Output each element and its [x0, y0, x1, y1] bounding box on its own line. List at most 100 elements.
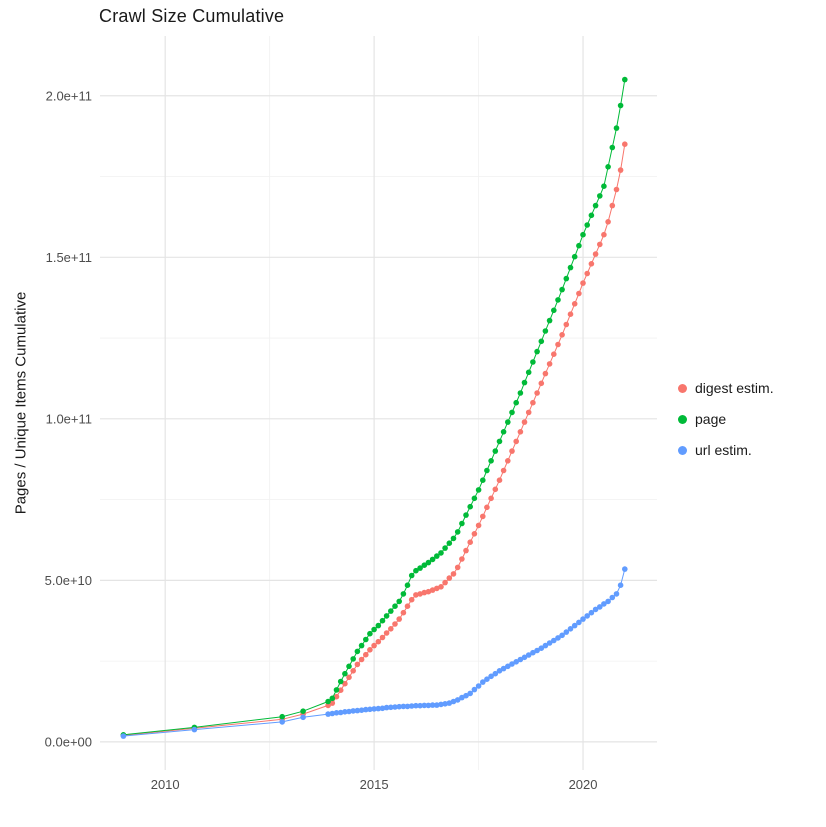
data-point [379, 617, 386, 624]
data-point [450, 571, 457, 577]
data-point [567, 311, 574, 318]
data-point [605, 164, 611, 170]
data-point [446, 575, 453, 581]
series-line [123, 144, 626, 736]
data-point [392, 621, 398, 627]
data-point [438, 701, 444, 708]
data-point [400, 591, 407, 597]
data-point [571, 622, 578, 629]
data-point [559, 286, 565, 293]
series-digest-estim- [120, 141, 628, 739]
data-point [546, 317, 553, 324]
data-point [551, 637, 557, 644]
data-point [534, 647, 540, 654]
data-point [471, 686, 478, 693]
data-point [429, 556, 436, 563]
data-point [563, 629, 570, 635]
data-point [530, 359, 536, 365]
data-point [371, 642, 377, 649]
data-point [488, 458, 494, 464]
data-point [509, 448, 515, 454]
data-point [546, 640, 553, 646]
data-point [388, 626, 394, 632]
data-point [371, 626, 377, 633]
data-point [525, 369, 532, 376]
data-point [279, 719, 286, 725]
data-point [500, 467, 507, 474]
data-point [484, 467, 490, 474]
x-tick-label: 2010 [151, 777, 180, 792]
data-point [329, 700, 336, 706]
data-point [496, 477, 503, 484]
data-point [400, 703, 407, 710]
data-point [597, 241, 603, 248]
data-point [555, 297, 561, 303]
data-point [592, 251, 599, 257]
data-point [530, 399, 536, 406]
data-point [463, 547, 469, 554]
data-point [467, 539, 474, 545]
legend-key-url-estim-icon [678, 445, 687, 455]
data-point [563, 275, 570, 282]
data-point [617, 167, 624, 173]
data-point [546, 361, 553, 367]
data-point [325, 698, 331, 705]
data-point [388, 608, 394, 614]
data-point [505, 458, 511, 464]
data-point [421, 562, 428, 568]
data-point [358, 642, 365, 649]
data-point [567, 264, 574, 271]
data-point [434, 585, 440, 592]
data-point [388, 704, 394, 711]
y-tick-label: 0.0e+00 [45, 734, 92, 749]
legend-item-url-estim: url estim. [678, 441, 774, 459]
data-point [191, 726, 198, 733]
data-point [588, 212, 595, 219]
data-point [480, 513, 486, 520]
data-point [580, 280, 586, 286]
data-point [383, 630, 390, 636]
data-point [425, 702, 432, 709]
legend-label-page: page [695, 411, 727, 427]
data-point [555, 635, 561, 641]
data-point [354, 661, 361, 668]
data-point [300, 714, 306, 721]
data-point [488, 495, 494, 502]
data-point [392, 704, 398, 710]
data-point [417, 591, 423, 597]
data-point [442, 545, 448, 551]
data-point [383, 613, 390, 619]
data-point [454, 529, 461, 535]
data-point [480, 477, 486, 484]
data-point [584, 270, 590, 277]
data-point [571, 301, 578, 307]
data-point [342, 680, 348, 687]
data-point [450, 535, 457, 542]
data-point [367, 706, 373, 713]
data-point [525, 409, 532, 416]
data-point [475, 522, 482, 529]
data-point [601, 183, 607, 189]
data-point [379, 634, 386, 641]
data-point [354, 648, 361, 655]
legend: digest estim. page url estim. [678, 379, 774, 459]
data-point [413, 567, 419, 574]
legend-key-page-icon [678, 414, 687, 424]
data-point [588, 609, 595, 616]
data-point [471, 495, 478, 502]
data-point [521, 379, 528, 386]
data-point [592, 606, 599, 613]
data-point [404, 582, 411, 588]
data-point [496, 438, 503, 445]
data-point [337, 709, 344, 716]
data-point [613, 591, 620, 597]
data-point [442, 579, 448, 586]
data-point [425, 588, 432, 595]
data-point [120, 733, 127, 739]
data-point [454, 697, 461, 703]
data-point [329, 710, 336, 717]
data-point [446, 700, 453, 706]
data-point [337, 678, 344, 685]
x-tick-label: 2015 [360, 777, 389, 792]
data-point [325, 702, 331, 709]
